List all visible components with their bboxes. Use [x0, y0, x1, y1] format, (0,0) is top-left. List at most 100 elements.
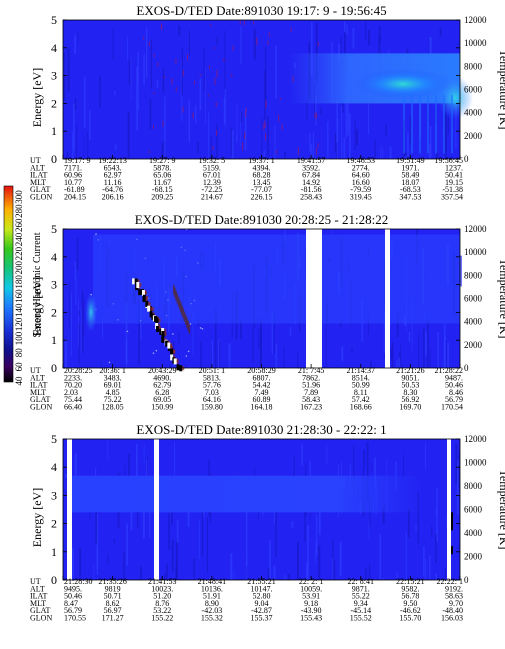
table-cell: 6807. [253, 373, 271, 382]
table-cell: 159.80 [201, 403, 223, 412]
table-cell: 21:28:22 [435, 366, 463, 375]
row-label: GLON [30, 193, 52, 202]
y2-axis-label: Temperature [K] [497, 469, 505, 549]
table-cell: 22: 2: 1 [299, 577, 323, 586]
table-cell: 9.50 [403, 599, 417, 608]
colorbar-tick-label: 120 [14, 317, 24, 331]
table-cell: 19:56:45 [435, 156, 463, 165]
table-cell: 4.85 [106, 388, 120, 397]
row-label: ALT [30, 163, 45, 172]
table-cell: 11.67 [153, 178, 171, 187]
colorbar-tick-label: 240 [14, 232, 24, 246]
table-cell: 21:41:53 [148, 577, 176, 586]
table-cell: 128.05 [102, 403, 124, 412]
table-cell: 60.89 [253, 395, 271, 404]
table-cell: 155.32 [201, 614, 223, 623]
colorbar-tick-label: 140 [14, 303, 24, 317]
y2-tick-label: 10000 [464, 247, 487, 257]
y-tick-label: 0 [51, 361, 57, 375]
y-axis-right: 0 2000 4000 6000 8000 10000 12000 Temperature [… [464, 15, 505, 164]
row-label: ILAT [30, 592, 47, 601]
data-gap [154, 439, 159, 580]
table-cell: -64.76 [102, 185, 123, 194]
table-cell: 70.20 [64, 381, 82, 390]
spectrogram-panel-3: EXOS-D/TED Date:891030 21:28:30 - 22:22:… [30, 422, 505, 623]
table-cell: 11.16 [104, 178, 122, 187]
panel-title: EXOS-D/TED Date:891030 21:28:30 - 22:22:… [136, 422, 386, 437]
table-cell: 56.92 [401, 395, 419, 404]
table-cell: 155.52 [350, 614, 372, 623]
colorbar-tick-label: 260 [14, 218, 24, 232]
y-tick-label: 0 [51, 573, 57, 587]
table-cell: -68.15 [152, 185, 173, 194]
table-cell: 10136. [201, 584, 223, 593]
y2-tick-label: 2000 [464, 552, 483, 562]
table-cell: 51.20 [153, 592, 171, 601]
y-tick-label: 2 [51, 96, 57, 110]
table-cell: 2774. [352, 163, 370, 172]
y2-tick-label: 8000 [464, 270, 483, 280]
y2-tick-label: 12000 [464, 224, 487, 234]
table-cell: 7.49 [255, 388, 269, 397]
panel-title: EXOS-D/TED Date:891030 20:28:25 - 21:28:… [135, 212, 388, 227]
table-cell: 69.05 [153, 395, 171, 404]
table-cell: 22:22: 1 [437, 577, 463, 586]
table-cell: 9819 [105, 584, 121, 593]
table-cell: -45.14 [350, 606, 371, 615]
table-cell: 206.16 [102, 193, 124, 202]
table-cell: 12.39 [203, 178, 221, 187]
colorbar-tick-label: 180 [14, 275, 24, 289]
row-label: ILAT [30, 381, 47, 390]
table-cell: 21:55:21 [247, 577, 275, 586]
table-cell: 22: 8:41 [348, 577, 374, 586]
table-cell: 20:28:25 [64, 366, 92, 375]
y2-tick-label: 0 [464, 154, 469, 164]
y-axis-label: Energy [eV] [30, 488, 44, 547]
table-cell: 56.79 [445, 395, 463, 404]
y-tick-label: 3 [51, 69, 57, 83]
y-axis-label: Energy [eV] [30, 68, 44, 127]
y2-tick-label: 8000 [464, 481, 483, 491]
table-cell: 21:14:37 [347, 366, 375, 375]
table-cell: 19:46:53 [347, 156, 375, 165]
panel-title: EXOS-D/TED Date:891030 19:17: 9 - 19:56:… [136, 3, 386, 18]
row-label: ILAT [30, 171, 47, 180]
table-cell: 57.76 [203, 381, 221, 390]
table-cell: 75.22 [104, 395, 122, 404]
table-cell: 9487. [445, 373, 463, 382]
table-cell: 9051. [401, 373, 419, 382]
table-cell: 155.43 [300, 614, 322, 623]
table-cell: -68.53 [400, 185, 421, 194]
table-cell: 58.43 [302, 395, 320, 404]
y-tick-label: 1 [51, 124, 57, 138]
dispersed-streak [132, 278, 191, 372]
row-label: MLT [30, 388, 46, 397]
table-cell: 2233. [64, 373, 82, 382]
table-cell: 155.22 [151, 614, 173, 623]
table-cell: 21:35:26 [98, 577, 126, 586]
table-cell: 62.97 [104, 171, 122, 180]
y-axis-label: Energy [eV] [30, 277, 44, 336]
table-cell: 56.78 [401, 592, 419, 601]
y2-tick-label: 4000 [464, 317, 483, 327]
table-cell: 69.01 [104, 381, 122, 390]
table-cell: 19.15 [445, 178, 463, 187]
table-cell: 20:58:29 [247, 366, 275, 375]
colorbar-tick-label: 160 [14, 289, 24, 303]
table-cell: 6.28 [155, 388, 169, 397]
table-cell: 62.79 [153, 381, 171, 390]
row-label: ALT [30, 373, 45, 382]
y-tick-label: 1 [51, 333, 57, 347]
y-tick-label: 3 [51, 488, 57, 502]
colorbar-label: Second Harmonic Current [32, 232, 43, 337]
table-cell: 14.92 [302, 178, 320, 187]
table-cell: -42.03 [202, 606, 223, 615]
table-cell: 18.07 [401, 178, 419, 187]
table-cell: 1237. [445, 163, 463, 172]
table-cell: 155.70 [399, 614, 421, 623]
row-label: UT [30, 366, 41, 375]
table-cell: 50.71 [104, 592, 122, 601]
y-tick-label: 2 [51, 305, 57, 319]
table-cell: 168.66 [350, 403, 372, 412]
